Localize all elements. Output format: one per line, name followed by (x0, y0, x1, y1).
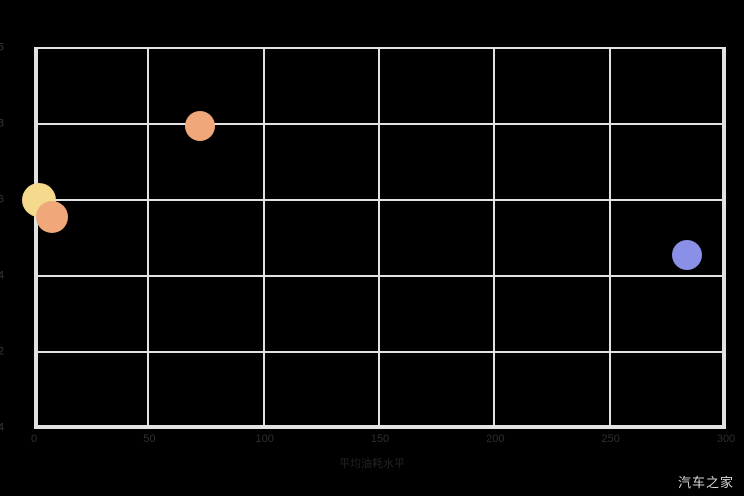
x-tick-label: 150 (370, 433, 390, 445)
gridline-horizontal (34, 47, 726, 49)
gridline-horizontal (34, 123, 726, 125)
x-axis-title: 平均油耗水平 (339, 458, 405, 470)
x-tick-label: 200 (486, 433, 505, 445)
watermark-logo: 汽车之家 (677, 475, 734, 490)
x-tick-label: 0 (30, 433, 38, 445)
gridline-vertical (608, 48, 611, 428)
gridline-vertical (147, 48, 150, 428)
x-tick-label: 50 (143, 433, 156, 445)
y-tick-label: 5 (0, 41, 4, 54)
data-point-bubble[interactable] (185, 110, 216, 141)
gridline-vertical (722, 48, 726, 428)
gridline-horizontal (34, 275, 726, 277)
plot-area: 4 4.2 4.4 4.6 4.8 5 0 50 100 150 200 250 300 (0, 42, 735, 445)
data-point-bubble[interactable] (36, 201, 69, 234)
x-axis-line (34, 425, 726, 428)
y-tick-label: 4.4 (0, 269, 4, 282)
y-tick-label: 4 (0, 421, 4, 434)
y-tick-label: 4.2 (0, 345, 4, 358)
x-tick-label: 250 (601, 433, 620, 445)
gridline-horizontal (34, 351, 726, 353)
y-tick-label: 4.8 (0, 117, 4, 130)
gridline-vertical (378, 48, 380, 428)
data-point-bubble[interactable] (671, 240, 702, 271)
gridline-horizontal (34, 427, 726, 429)
gridline-vertical (262, 48, 265, 428)
x-tick-label: 100 (255, 433, 274, 445)
gridline-horizontal (34, 199, 726, 201)
x-tick-label: 300 (716, 433, 736, 445)
gridline-vertical (493, 48, 496, 428)
y-axis-line (34, 48, 38, 428)
y-tick-label: 4.6 (0, 193, 4, 206)
